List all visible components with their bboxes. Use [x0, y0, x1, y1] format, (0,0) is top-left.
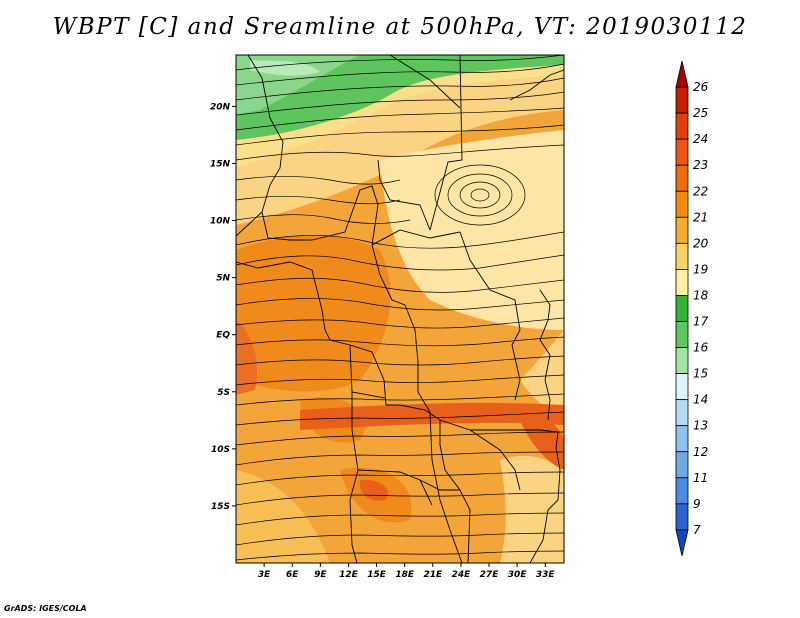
colorbar-swatch	[675, 242, 689, 270]
colorbar-swatch	[675, 373, 689, 401]
lon-label: 15E	[367, 570, 387, 580]
colorbar-label: 26	[693, 80, 709, 94]
streamlines	[236, 55, 564, 561]
lon-label: 9E	[314, 570, 327, 580]
lon-label: 33E	[536, 570, 556, 580]
colorbar-label: 7	[693, 523, 701, 537]
lat-label: 10N	[210, 217, 231, 227]
lat-label: 10S	[211, 445, 230, 455]
lon-label: 12E	[339, 570, 359, 580]
latitude-labels: 20N 15N 10N 5N EQ 5S 10S 15S	[210, 102, 236, 512]
colorbar-label: 19	[693, 262, 708, 276]
colorbar-label: 9	[693, 497, 701, 511]
colorbar-label: 14	[693, 393, 708, 407]
lon-label: 27E	[480, 570, 500, 580]
lon-label: 3E	[258, 570, 271, 580]
lon-label: 30E	[508, 570, 528, 580]
colorbar-swatch	[675, 399, 689, 427]
colorbar-swatch	[675, 60, 689, 88]
lat-label: 5N	[216, 274, 230, 284]
colorbar-swatch	[675, 268, 689, 296]
colorbar-swatch	[675, 164, 689, 192]
colorbar-label: 22	[693, 184, 708, 198]
map-frame	[235, 54, 565, 564]
country-borders	[236, 55, 564, 563]
colorbar-label: 11	[693, 471, 708, 485]
colorbar-label: 21	[693, 210, 708, 224]
colorbar-label: 16	[693, 341, 709, 355]
colorbar-swatch	[675, 190, 689, 218]
colorbar-label: 13	[693, 419, 708, 433]
colorbar-swatch	[675, 503, 689, 531]
colorbar-label: 20	[693, 236, 709, 250]
lon-label: 24E	[452, 570, 472, 580]
colorbar-label: 15	[693, 367, 708, 381]
colorbar-swatch	[675, 112, 689, 140]
lat-label: 15N	[210, 159, 231, 169]
colorbar-label: 23	[693, 158, 708, 172]
wbpt-shading	[236, 55, 564, 563]
colorbar-swatch	[675, 138, 689, 166]
lon-label: 21E	[423, 570, 443, 580]
colorbar-label: 25	[693, 106, 708, 120]
grads-credit: GrADS: IGES/COLA	[4, 604, 87, 613]
colorbar-label: 18	[693, 288, 709, 302]
colorbar-label: 17	[693, 315, 709, 329]
lat-label: 15S	[211, 502, 230, 512]
colorbar-swatch	[675, 216, 689, 244]
colorbar-label: 12	[693, 445, 708, 459]
map-title: WBPT [C] and Sreamline at 500hPa, VT: 20…	[52, 14, 748, 40]
lat-label: 20N	[210, 102, 231, 112]
colorbar-swatch	[675, 347, 689, 374]
colorbar-label: 24	[693, 132, 708, 146]
colorbar-swatch	[675, 86, 689, 114]
lon-label: 18E	[395, 570, 415, 580]
colorbar-swatch	[675, 425, 689, 453]
longitude-labels: 3E 6E 9E 12E 15E 18E 21E 24E 27E 30E 33E	[258, 563, 556, 580]
colorbar-swatch	[675, 451, 689, 479]
colorbar-swatch	[675, 477, 689, 505]
colorbar-swatch	[675, 529, 689, 557]
lat-label: EQ	[216, 331, 230, 341]
colorbar: 26 25 24 23 22 21 20 19 18 17 16 15 14 13 12 11 9 7	[675, 60, 709, 557]
lon-label: 6E	[286, 570, 299, 580]
lat-label: 5S	[217, 388, 230, 398]
colorbar-swatch	[675, 295, 689, 322]
colorbar-swatch	[675, 321, 689, 348]
